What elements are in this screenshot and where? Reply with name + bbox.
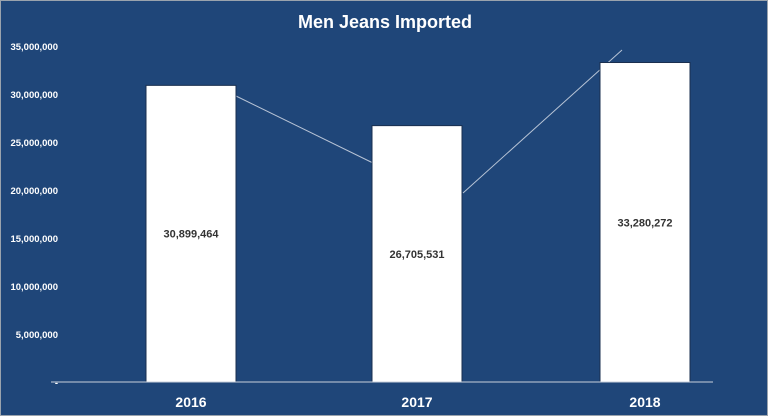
bar-2017 [371,125,463,383]
x-tick-label: 2017 [401,394,432,410]
trend-line [235,49,623,194]
trend-line-segment [235,95,374,164]
y-tick-label: 35,000,000 [10,42,58,53]
y-tick-label: 5,000,000 [16,330,58,341]
y-tick-label: 10,000,000 [10,282,58,293]
y-tick-label: 30,000,000 [10,90,58,101]
data-label: 30,899,464 [163,229,219,241]
bar-2016 [145,84,237,383]
y-tick-label: 25,000,000 [10,138,58,149]
y-axis: - 5,000,000 10,000,000 15,000,000 20,000,000… [10,42,58,389]
bar-2018 [599,62,691,383]
data-label: 33,280,272 [617,217,672,229]
y-tick-label: 20,000,000 [10,186,58,197]
y-tick-label: - [55,378,58,389]
chart-title: Men Jeans Imported [298,12,472,32]
data-label: 26,705,531 [389,249,444,261]
x-tick-label: 2018 [629,394,660,410]
trend-line-segment [462,49,623,194]
y-tick-label: 15,000,000 [10,234,58,245]
x-axis: 2016 2017 2018 [175,394,660,410]
bars: 30,899,464 26,705,531 33,280,272 [145,62,691,383]
x-tick-label: 2016 [175,394,206,410]
